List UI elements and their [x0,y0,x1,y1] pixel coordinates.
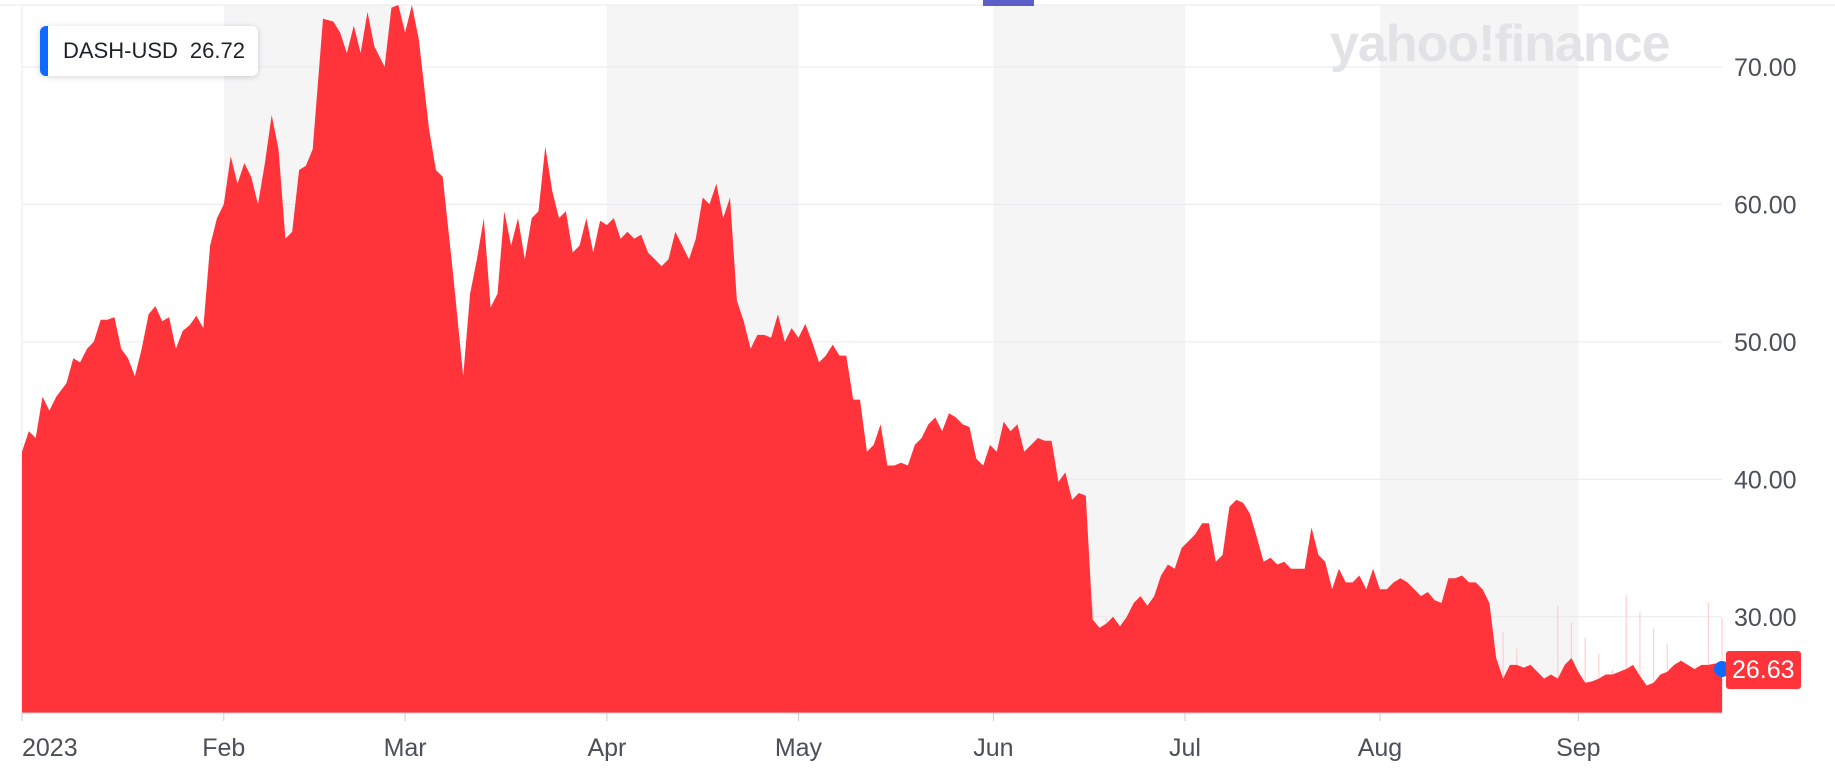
x-axis: 2023 Feb Mar Apr May Jun Jul Aug Sep [21,712,1722,762]
y-tick-label: 50.00 [1734,329,1797,357]
price-area-path [22,5,1722,713]
x-tick-label: Jun [973,734,1013,762]
price-area [22,5,1722,713]
ticker-color-swatch [40,26,48,76]
x-tick-label: Aug [1358,734,1402,762]
ticker-symbol: DASH-USD [63,38,178,63]
x-tick-label: Sep [1556,734,1600,762]
y-tick-label: 60.00 [1734,191,1797,219]
range-marker[interactable] [983,0,1034,6]
x-tick-label: Jul [1169,734,1201,762]
x-tick-label: May [775,734,823,762]
y-tick-label: 30.00 [1734,604,1797,632]
ticker-price: 26.72 [189,38,245,63]
last-price-label: 26.63 [1726,651,1801,689]
x-tick-label: Feb [202,734,245,762]
y-axis: 70.00 60.00 50.00 40.00 30.00 [1734,54,1797,632]
x-tick-label: Apr [587,734,626,762]
x-tick-label: 2023 [22,734,78,762]
y-tick-label: 70.00 [1734,54,1797,82]
x-tick-label: Mar [384,734,427,762]
ticker-legend[interactable]: DASH-USD 26.72 [40,26,258,76]
yahoo-finance-logo: yahoo!finance [1330,15,1670,73]
y-tick-label: 40.00 [1734,466,1797,494]
